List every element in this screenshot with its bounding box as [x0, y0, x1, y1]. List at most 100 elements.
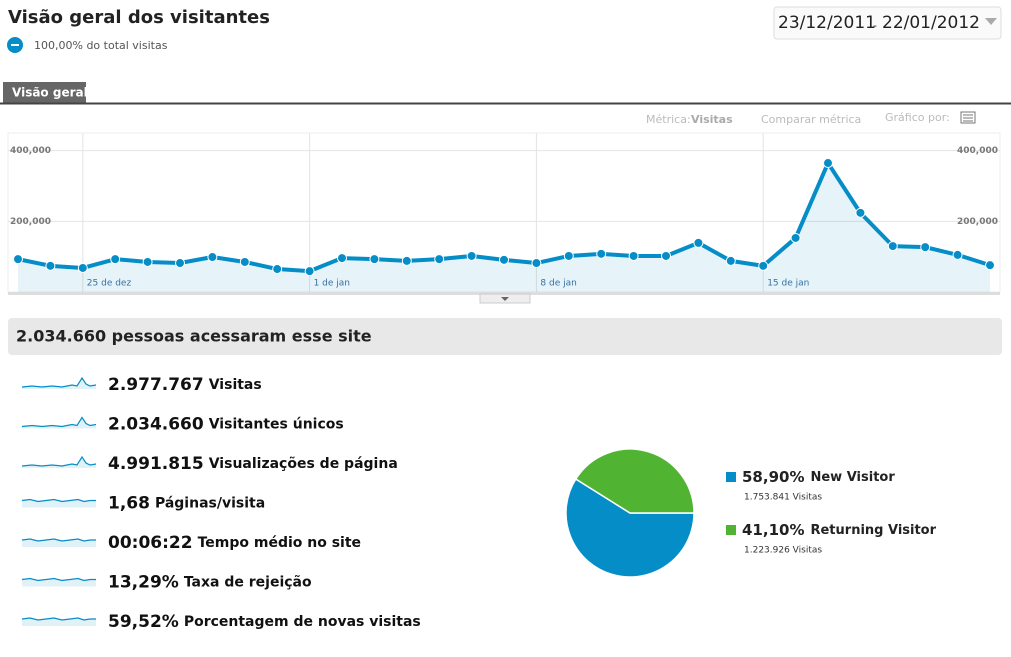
point [13, 254, 23, 265]
metric-value: 2.977.767 [108, 375, 204, 395]
tab-label: Visão geral [12, 86, 88, 100]
y-tick-label-right: 200,000 [957, 217, 998, 227]
y-tick-label: 400,000 [10, 146, 51, 156]
point [823, 158, 833, 169]
pie-slice [574, 448, 695, 514]
metric-value: 00:06:22 [108, 533, 193, 553]
plot-area [7, 132, 1001, 293]
point [175, 258, 185, 269]
pie-slice [565, 478, 695, 578]
x-tick-label: 25 de dez [87, 279, 132, 289]
metric[interactable]: Visitas [691, 113, 733, 126]
y-tick-label-right: 400,000 [957, 146, 998, 156]
page-title: Visão geral dos visitantes [8, 7, 270, 28]
legend-swatch [726, 472, 736, 482]
y-tick-label: 200,000 [10, 217, 51, 227]
x-tick-label: 1 de jan [314, 279, 350, 289]
metrics: 2.977.767 Visitas 2.034.660 Visitantes únic… [21, 375, 421, 632]
point [693, 237, 704, 248]
segment-label: 100,00% do total visitas [34, 39, 168, 52]
point [369, 254, 380, 265]
legend-swatch [726, 525, 736, 535]
point [142, 256, 153, 267]
metric: 1,68 Páginas/visita [108, 494, 265, 514]
sparkline [21, 498, 96, 508]
legend-count: 1.223.926 Visitas [744, 546, 822, 556]
point [77, 262, 88, 273]
point [563, 250, 574, 261]
legend-name: Returning Visitor [810, 523, 936, 538]
point [596, 248, 607, 259]
date-start: 23/12/2011 [778, 13, 876, 33]
graph-by: Gráfico por: [885, 111, 950, 124]
point [434, 254, 445, 265]
sparkline-line [21, 538, 96, 542]
date-range[interactable] [773, 6, 1002, 40]
metric-label: Porcentagem de novas visitas [184, 614, 421, 630]
sparkline [21, 455, 97, 468]
metric-label: Visitantes únicos [209, 417, 344, 433]
point [110, 254, 121, 265]
point [790, 232, 801, 243]
legend-percent: 41,10% [742, 521, 804, 539]
tab[interactable] [3, 82, 86, 103]
metric-value: 1,68 [108, 494, 150, 514]
summary-bar [8, 318, 1002, 355]
point [920, 242, 931, 253]
sparkline-area [22, 417, 96, 429]
point [466, 250, 477, 261]
point [952, 249, 963, 260]
compare-metric[interactable]: Comparar métrica [761, 113, 861, 126]
legend-entry: 41,10% Returning Visitor [742, 521, 937, 539]
point [758, 260, 769, 271]
line-chart: 200,000 200,000 400,000 400,000 25 de dez 1 d… [7, 132, 1001, 293]
sparkline-line [21, 416, 97, 428]
sparkline [21, 538, 96, 547]
sparkline-line [21, 376, 97, 388]
sparkline-line [21, 455, 97, 467]
sparkline [21, 376, 97, 389]
x-tick-label: 8 de jan [540, 279, 576, 289]
point [45, 260, 56, 271]
metric-value: 59,52% [108, 612, 179, 632]
point [337, 253, 347, 264]
date-sep: - [873, 19, 877, 32]
point [304, 266, 315, 277]
metric: 4.991.815 Visualizações de página [108, 454, 398, 474]
metric-label: Métrica: [646, 113, 691, 126]
chart-toggle-arrow [501, 297, 509, 301]
point [628, 250, 639, 261]
metric: 2.977.767 Visitas [108, 375, 262, 395]
metric-value: 13,29% [108, 573, 179, 593]
legend-name: New Visitor [810, 470, 895, 485]
sparkline [21, 577, 96, 587]
point [725, 255, 736, 266]
sparkline-line [21, 498, 96, 503]
legend-count: 1.753.841 Visitas [744, 493, 822, 503]
legend-entry: 58,90% New Visitor [742, 468, 895, 486]
point [239, 256, 250, 267]
metric: 59,52% Porcentagem de novas visitas [108, 612, 421, 632]
point [401, 255, 412, 266]
metric: 13,29% Taxa de rejeição [108, 573, 312, 593]
sparkline-line [21, 577, 96, 582]
metric-label: Páginas/visita [155, 496, 265, 512]
point [207, 252, 218, 263]
x-tick-label: 15 de jan [767, 279, 809, 289]
point [985, 260, 995, 271]
metric-value: 2.034.660 [108, 415, 204, 435]
metric-value: 4.991.815 [108, 454, 204, 474]
point [661, 250, 671, 261]
metric: 2.034.660 Visitantes únicos [108, 415, 344, 435]
metric: 00:06:22 Tempo médio no site [108, 533, 361, 553]
point [499, 254, 509, 265]
sparkline-line [21, 617, 96, 621]
point [272, 264, 283, 275]
legend-percent: 58,90% [742, 468, 804, 486]
point [531, 258, 542, 269]
date-dropdown[interactable] [985, 18, 997, 25]
sparkline [21, 416, 97, 429]
sparkline-area [22, 457, 96, 468]
